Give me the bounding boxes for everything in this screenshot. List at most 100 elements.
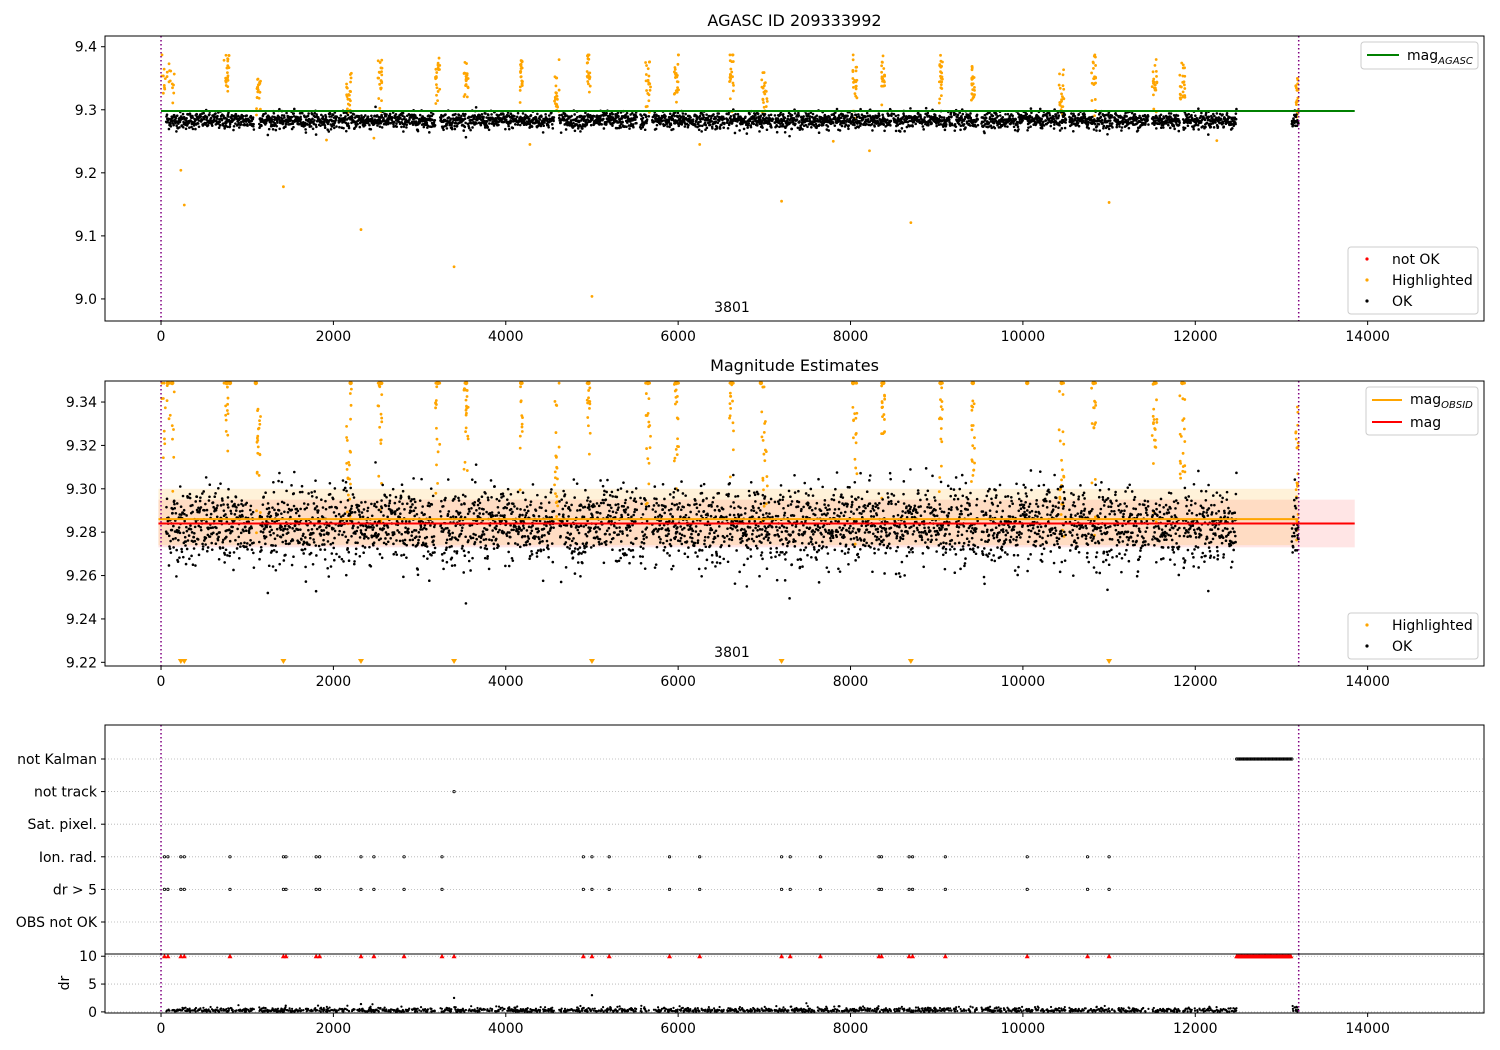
ok-point bbox=[179, 505, 183, 508]
highlighted-point bbox=[1179, 97, 1183, 101]
ok-point bbox=[634, 118, 637, 121]
ok-point bbox=[484, 112, 487, 115]
highlighted-point bbox=[881, 84, 885, 88]
highlighted-point bbox=[940, 71, 944, 75]
highlighted-point bbox=[519, 71, 522, 74]
ok-point bbox=[742, 127, 746, 131]
ok-point bbox=[314, 133, 318, 136]
ok-point bbox=[570, 114, 573, 118]
ok-point bbox=[274, 128, 278, 132]
ok-point bbox=[976, 118, 979, 121]
ok-point bbox=[733, 131, 737, 135]
ok-point bbox=[205, 115, 209, 119]
ok-point bbox=[226, 125, 229, 129]
ok-point bbox=[444, 113, 447, 116]
ok-point bbox=[976, 123, 980, 127]
ok-point bbox=[1102, 124, 1106, 128]
ok-point bbox=[199, 113, 202, 116]
ok-point bbox=[416, 129, 420, 133]
ok-point bbox=[563, 112, 567, 116]
highlighted-point bbox=[644, 79, 648, 83]
ok-point bbox=[487, 128, 491, 132]
ok-point bbox=[220, 118, 224, 122]
highlighted-point bbox=[553, 470, 557, 474]
highlighted-point bbox=[466, 434, 470, 438]
highlighted-point bbox=[259, 415, 262, 418]
highlighted-point bbox=[226, 412, 230, 416]
ok-point bbox=[449, 117, 453, 121]
ok-point bbox=[402, 130, 405, 133]
ok-point bbox=[277, 115, 281, 119]
highlighted-point bbox=[172, 72, 176, 76]
highlighted-point bbox=[165, 70, 169, 74]
ok-point bbox=[252, 128, 256, 131]
highlighted-point bbox=[258, 422, 262, 426]
ok-point bbox=[389, 121, 392, 125]
highlighted-point bbox=[226, 385, 229, 389]
ok-point bbox=[278, 107, 281, 111]
highlighted-point bbox=[647, 482, 651, 486]
highlighted-point bbox=[971, 399, 975, 403]
ok-point bbox=[632, 125, 635, 129]
ok-point bbox=[666, 125, 669, 128]
highlighted-point bbox=[464, 426, 468, 430]
ok-point bbox=[659, 122, 662, 125]
ok-point bbox=[591, 117, 594, 120]
ok-point bbox=[178, 531, 182, 535]
ok-point bbox=[898, 130, 902, 133]
ok-point bbox=[433, 118, 437, 122]
highlighted-point bbox=[377, 474, 381, 478]
highlighted-point bbox=[729, 394, 732, 398]
ok-point bbox=[451, 120, 454, 124]
highlighted-point bbox=[731, 89, 735, 93]
highlighted-point bbox=[380, 73, 384, 77]
highlighted-point bbox=[883, 394, 887, 398]
highlighted-point bbox=[182, 203, 186, 207]
ok-point bbox=[185, 116, 188, 120]
ok-point bbox=[360, 114, 363, 117]
ok-point bbox=[405, 123, 408, 126]
ok-point bbox=[188, 492, 192, 496]
ok-point bbox=[214, 123, 218, 126]
highlighted-point bbox=[554, 104, 558, 108]
ok-point bbox=[497, 113, 501, 117]
ok-point bbox=[628, 127, 631, 130]
ok-point bbox=[203, 509, 206, 512]
ok-point bbox=[645, 118, 649, 121]
ok-point bbox=[1100, 118, 1104, 122]
highlighted-point bbox=[855, 472, 859, 476]
ok-point bbox=[471, 126, 474, 129]
ok-point bbox=[1074, 117, 1077, 120]
ok-point bbox=[579, 130, 582, 133]
highlighted-point bbox=[1062, 68, 1066, 72]
highlighted-point bbox=[729, 67, 733, 71]
ok-point bbox=[616, 111, 620, 115]
ok-point bbox=[564, 128, 568, 131]
ok-point bbox=[547, 126, 550, 129]
highlighted-point bbox=[677, 445, 680, 448]
ok-point bbox=[1095, 129, 1098, 132]
ok-point bbox=[217, 126, 221, 130]
ok-point bbox=[603, 111, 606, 115]
highlighted-point bbox=[1061, 468, 1064, 472]
highlighted-point bbox=[730, 70, 734, 74]
highlighted-point bbox=[521, 80, 524, 83]
ok-point bbox=[921, 125, 925, 128]
ok-point bbox=[1173, 127, 1176, 131]
ok-point bbox=[619, 126, 623, 129]
ok-point bbox=[402, 125, 406, 129]
highlighted-point bbox=[937, 417, 941, 421]
ok-point bbox=[645, 121, 648, 125]
highlighted-point bbox=[348, 93, 351, 97]
ok-point bbox=[172, 123, 175, 127]
highlighted-point bbox=[854, 433, 858, 436]
highlighted-point bbox=[973, 446, 976, 450]
ok-point bbox=[624, 113, 627, 117]
ok-point bbox=[401, 111, 405, 115]
ok-point bbox=[431, 118, 434, 122]
ok-point bbox=[1234, 112, 1238, 115]
ok-point bbox=[363, 123, 367, 127]
highlighted-point bbox=[1155, 417, 1159, 421]
ok-point bbox=[202, 111, 206, 115]
ok-point bbox=[793, 112, 797, 115]
